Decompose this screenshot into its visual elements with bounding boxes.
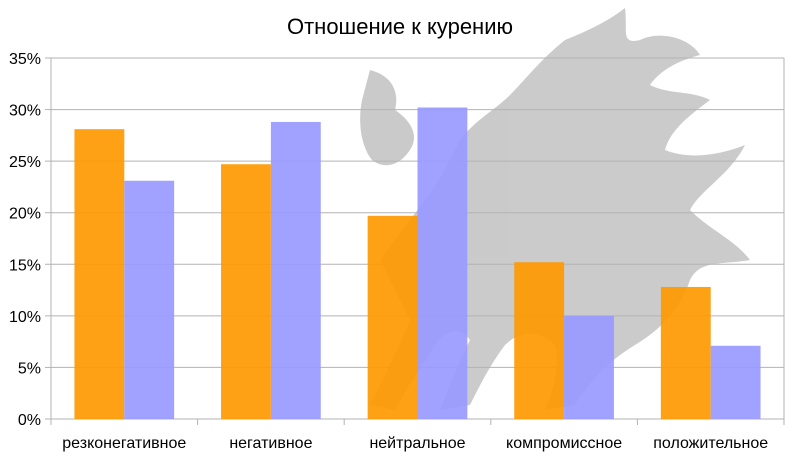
bar (710, 345, 761, 419)
y-tick-label: 0% (18, 412, 41, 429)
bar (367, 215, 418, 419)
x-tick-label: компромиссное (506, 435, 622, 452)
y-tick-label: 35% (9, 51, 41, 68)
y-tick-label: 30% (9, 103, 41, 120)
bar (74, 129, 125, 419)
y-tick-label: 5% (18, 360, 41, 377)
y-tick-label: 25% (9, 154, 41, 171)
bar (514, 262, 565, 419)
bar (124, 180, 175, 419)
chart-title: Отношение к курению (286, 14, 513, 39)
bar (660, 286, 711, 419)
bar (270, 121, 321, 419)
x-tick-label: положительное (653, 435, 768, 452)
bar (417, 107, 468, 419)
bars (74, 107, 761, 419)
y-tick-label: 10% (9, 309, 41, 326)
x-tick-label: негативное (229, 435, 312, 452)
y-tick-label: 20% (9, 206, 41, 223)
x-tick-label: нейтральное (369, 435, 465, 452)
x-tick-label: резконегативное (62, 435, 186, 452)
bar (221, 164, 271, 419)
y-tick-label: 15% (9, 257, 41, 274)
bar (564, 315, 614, 419)
tick-labels: 0% 5% 10% 15% 20% 25% 30% 35% резконегативное нег… (9, 51, 768, 452)
